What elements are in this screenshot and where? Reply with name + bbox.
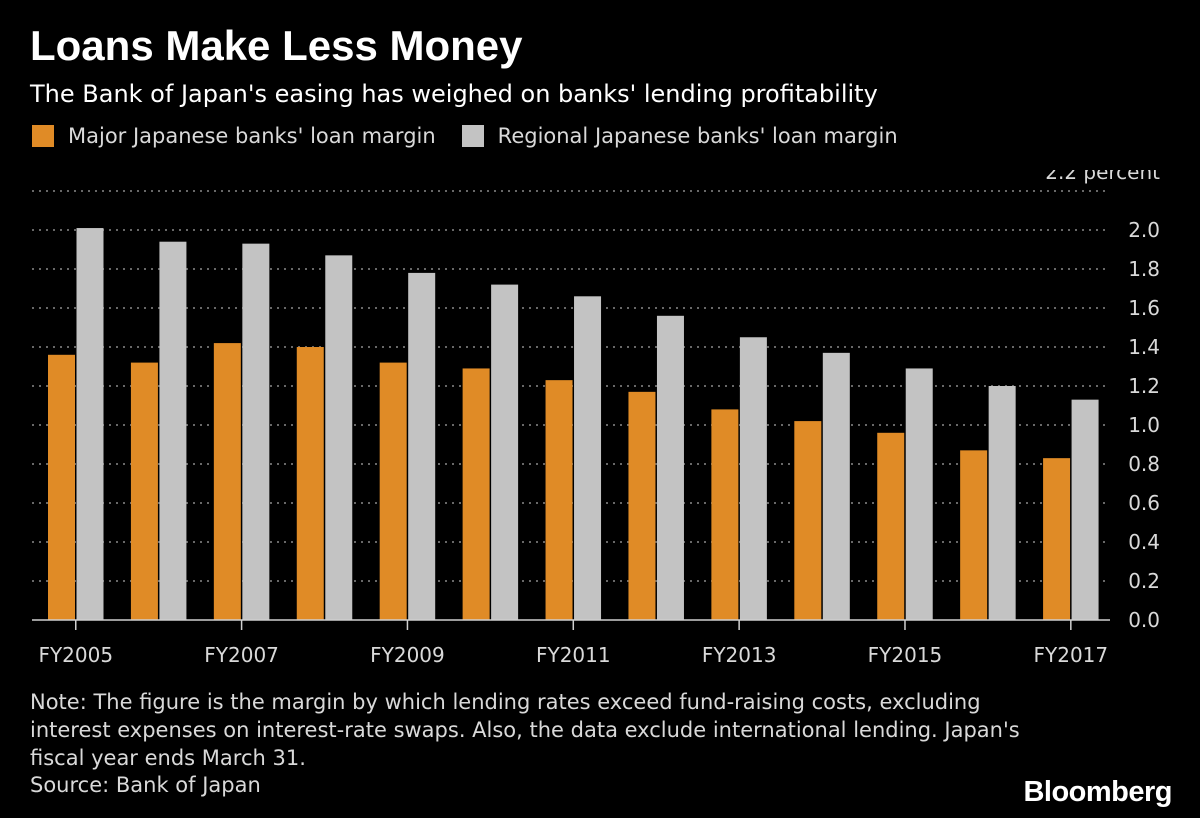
bar-chart: 0.0 0.2 0.4 0.6 0.8 1.0 1.2 1.4 1.6 1.8 2.0 2.2 per… bbox=[32, 170, 1160, 667]
x-tick-label: FY2013 bbox=[702, 643, 777, 667]
bar-major bbox=[711, 409, 739, 620]
legend: Major Japanese banks' loan margin Region… bbox=[32, 124, 924, 148]
x-tick-label: FY2017 bbox=[1034, 643, 1109, 667]
bar-major bbox=[48, 354, 75, 620]
x-tick-label: FY2007 bbox=[204, 643, 279, 667]
bar-regional bbox=[988, 386, 1016, 620]
y-tick-label: 0.0 bbox=[1128, 608, 1160, 632]
y-tick-label: 0.4 bbox=[1128, 530, 1160, 554]
y-tick-label: 1.8 bbox=[1128, 257, 1160, 281]
y-tick-label: 0.6 bbox=[1128, 491, 1160, 515]
bar-regional bbox=[1071, 399, 1099, 620]
bar-major bbox=[545, 380, 573, 620]
bar-regional bbox=[905, 368, 933, 620]
bar-regional bbox=[656, 315, 684, 620]
chart-subtitle: The Bank of Japan's easing has weighed o… bbox=[30, 80, 878, 108]
y-tick-label: 1.0 bbox=[1128, 413, 1160, 437]
x-tick-label: FY2015 bbox=[868, 643, 943, 667]
bar-regional bbox=[408, 272, 436, 620]
bar-regional bbox=[739, 337, 767, 620]
y-tick-label: 1.2 bbox=[1128, 374, 1160, 398]
legend-label-major: Major Japanese banks' loan margin bbox=[68, 124, 436, 148]
legend-label-regional: Regional Japanese banks' loan margin bbox=[497, 124, 898, 148]
bar-major bbox=[628, 391, 656, 620]
x-tick-label: FY2009 bbox=[370, 643, 445, 667]
bloomberg-logo: Bloomberg bbox=[1023, 776, 1172, 808]
legend-swatch-major bbox=[32, 125, 54, 147]
y-tick-label: 1.4 bbox=[1128, 335, 1160, 359]
legend-item-major: Major Japanese banks' loan margin bbox=[32, 124, 436, 148]
chart-note: Note: The figure is the margin by which … bbox=[30, 690, 1020, 770]
y-axis-unit-label: 2.2 percent bbox=[1045, 170, 1160, 184]
bar-major bbox=[960, 450, 988, 620]
x-tick-label: FY2011 bbox=[536, 643, 611, 667]
bar-major bbox=[379, 362, 407, 620]
y-tick-label: 0.8 bbox=[1128, 452, 1160, 476]
bar-major bbox=[213, 343, 241, 620]
x-tick-label: FY2005 bbox=[38, 643, 113, 667]
bar-regional bbox=[76, 228, 104, 621]
bar-major bbox=[130, 362, 158, 620]
legend-swatch-regional bbox=[461, 125, 484, 147]
y-tick-label: 0.2 bbox=[1128, 569, 1160, 593]
y-tick-label: 1.6 bbox=[1128, 296, 1160, 320]
y-tick-label: 2.0 bbox=[1128, 218, 1160, 242]
bar-regional bbox=[822, 352, 850, 620]
bar-regional bbox=[325, 255, 353, 620]
bar-regional bbox=[491, 284, 519, 620]
bar-major bbox=[794, 421, 822, 620]
chart-title: Loans Make Less Money bbox=[30, 22, 523, 69]
bar-major bbox=[462, 368, 490, 620]
bar-major bbox=[296, 347, 324, 620]
bar-major bbox=[877, 432, 905, 620]
bar-regional bbox=[159, 241, 187, 620]
bar-regional bbox=[242, 243, 270, 620]
legend-item-regional: Regional Japanese banks' loan margin bbox=[461, 124, 898, 148]
bar-major bbox=[1043, 458, 1071, 620]
bar-regional bbox=[574, 296, 602, 620]
chart-source: Source: Bank of Japan bbox=[30, 773, 261, 797]
